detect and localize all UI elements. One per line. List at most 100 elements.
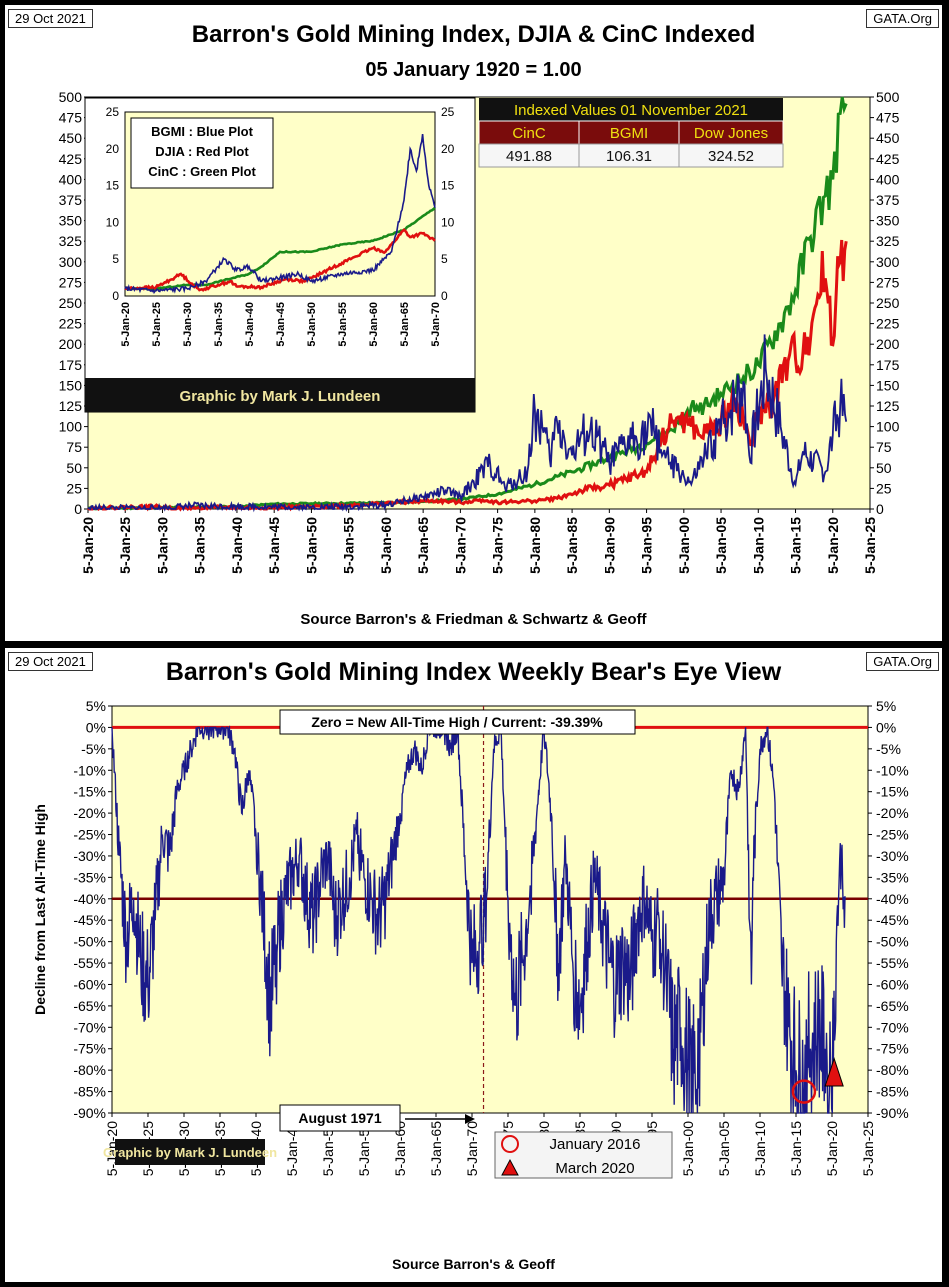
top-y-tick-label-right: 500 xyxy=(876,89,900,105)
top-x-tick-label: 5-Jan-20 xyxy=(80,517,96,574)
bottom-y-tick-label-left: -15% xyxy=(73,784,106,800)
top-y-tick-label-right: 50 xyxy=(876,460,892,476)
top-x-tick-label: 5-Jan-20 xyxy=(825,517,841,574)
inset-series-cinc xyxy=(124,206,436,291)
legend-circle-marker xyxy=(501,1135,519,1153)
inset-legend-item-1: DJIA : Red Plot xyxy=(155,144,249,159)
top-y-tick-label-left: 150 xyxy=(59,377,83,393)
inset-y-tick-label-left: 25 xyxy=(106,105,120,119)
inset-y-tick-label-left: 5 xyxy=(112,252,119,266)
top-y-tick-label-left: 325 xyxy=(59,233,83,249)
legend-january-2016: January 2016 xyxy=(550,1136,641,1153)
annotation-text: Zero = New All-Time High / Current: -39.… xyxy=(311,714,603,730)
top-y-tick-label-left: 275 xyxy=(59,274,83,290)
march-2020-marker xyxy=(824,1056,844,1087)
bottom-x-tick-label: 5-Jan-70 xyxy=(464,1121,480,1176)
inset-y-tick-label-left: 15 xyxy=(106,179,120,193)
bottom-legend-box xyxy=(494,1131,673,1179)
inset-series-bgmi xyxy=(124,134,436,295)
bottom-x-tick-label: 5-Jan-55 xyxy=(356,1121,372,1176)
top-chart-title: Barron's Gold Mining Index, DJIA & CinC … xyxy=(191,21,756,48)
top-x-tick-label: 5-Jan-80 xyxy=(527,517,543,574)
top-y-tick-label-left: 0 xyxy=(74,501,82,517)
inset-x-tick-label: 5-Jan-30 xyxy=(182,302,194,347)
table-title-bg xyxy=(479,98,783,121)
table-value-0: 491.88 xyxy=(506,148,552,165)
inset-x-tick-label: 5-Jan-60 xyxy=(368,302,380,347)
top-y-tick-label-right: 275 xyxy=(876,274,900,290)
inset-credit: Graphic by Mark J. Lundeen xyxy=(180,388,381,405)
inset-x-tick-label: 5-Jan-40 xyxy=(244,302,256,347)
inset-y-tick-label-right: 0 xyxy=(441,289,448,303)
top-x-tick-label: 5-Jan-05 xyxy=(713,517,729,574)
top-x-tick-label: 5-Jan-25 xyxy=(117,517,133,574)
bottom-y-tick-label-left: -20% xyxy=(73,805,106,821)
inset-credit-bg xyxy=(85,378,475,412)
bottom-y-tick-label-left: -40% xyxy=(73,891,106,907)
bottom-chart-title: Barron's Gold Mining Index Weekly Bear's… xyxy=(165,658,782,686)
top-y-tick-label-right: 175 xyxy=(876,357,900,373)
bottom-y-tick-label-right: -40% xyxy=(876,891,909,907)
bottom-x-tick-label: 5-Jan-15 xyxy=(788,1121,804,1176)
bottom-y-tick-label-left: -80% xyxy=(73,1062,106,1078)
bottom-y-tick-label-left: -30% xyxy=(73,848,106,864)
table-header-0: CinC xyxy=(512,125,546,142)
inset-x-tick-label: 5-Jan-55 xyxy=(337,302,349,347)
top-y-tick-label-right: 325 xyxy=(876,233,900,249)
top-x-tick-label: 5-Jan-15 xyxy=(788,517,804,574)
top-x-tick-label: 5-Jan-00 xyxy=(676,517,692,574)
bottom-x-tick-label: 5-Jan-65 xyxy=(428,1121,444,1176)
bottom-y-tick-label-left: -60% xyxy=(73,976,106,992)
bottom-y-tick-label-left: 5% xyxy=(86,698,106,714)
inset-y-tick-label-left: 0 xyxy=(112,289,119,303)
bottom-date-label: 29 Oct 2021 xyxy=(8,652,93,671)
top-y-tick-label-right: 350 xyxy=(876,213,900,229)
august-arrow-head xyxy=(465,1114,475,1124)
bottom-y-tick-label-right: -55% xyxy=(876,955,909,971)
bottom-y-tick-label-right: -70% xyxy=(876,1019,909,1035)
inset-y-tick-label-left: 20 xyxy=(106,142,120,156)
inset-x-tick-label: 5-Jan-20 xyxy=(120,302,132,347)
bottom-y-tick-label-left: -10% xyxy=(73,762,106,778)
bottom-y-tick-label-right: -50% xyxy=(876,934,909,950)
bottom-credit-bg xyxy=(115,1139,265,1165)
top-series-bgmi xyxy=(87,334,848,513)
bottom-chart-panel: 29 Oct 2021 GATA.Org Barron's Gold Minin… xyxy=(5,648,942,1282)
legend-triangle-marker xyxy=(501,1158,519,1176)
inset-y-tick-label-right: 25 xyxy=(441,105,455,119)
bottom-y-tick-label-right: -30% xyxy=(876,848,909,864)
top-y-tick-label-left: 375 xyxy=(59,192,83,208)
top-x-tick-label: 5-Jan-60 xyxy=(378,517,394,574)
top-y-tick-label-left: 450 xyxy=(59,130,83,146)
top-x-tick-label: 5-Jan-10 xyxy=(750,517,766,574)
inset-y-tick-label-left: 10 xyxy=(106,215,120,229)
bottom-credit: Graphic by Mark J. Lundeen xyxy=(103,1145,277,1160)
bottom-series-bgmi xyxy=(111,724,846,1114)
top-y-tick-label-left: 225 xyxy=(59,316,83,332)
legend-march-2020: March 2020 xyxy=(555,1160,634,1177)
top-x-tick-label: 5-Jan-35 xyxy=(192,517,208,574)
bottom-y-tick-label-right: -35% xyxy=(876,869,909,885)
top-y-tick-label-right: 425 xyxy=(876,151,900,167)
top-y-tick-label-left: 300 xyxy=(59,254,83,270)
top-x-tick-label: 5-Jan-90 xyxy=(601,517,617,574)
inset-x-tick-label: 5-Jan-25 xyxy=(151,302,163,347)
top-x-tick-label: 5-Jan-50 xyxy=(303,517,319,574)
bottom-y-tick-label-right: -80% xyxy=(876,1062,909,1078)
bottom-chart-svg: 5% 5% 0% 0% -5% -5% -10% -10% -15% -15% -20% -20% -2… xyxy=(32,698,909,1179)
top-y-tick-label-left: 25 xyxy=(66,480,82,496)
top-chart-subtitle: 05 January 1920 = 1.00 xyxy=(365,59,582,81)
bottom-site-label: GATA.Org xyxy=(866,652,939,671)
top-y-tick-label-left: 475 xyxy=(59,110,83,126)
table-value-1: 106.31 xyxy=(606,148,652,165)
top-source-label: Source Barron's & Friedman & Schwartz & … xyxy=(300,611,647,628)
bottom-y-tick-label-left: -45% xyxy=(73,912,106,928)
bottom-y-tick-label-right: -85% xyxy=(876,1084,909,1100)
inset-y-tick-label-right: 10 xyxy=(441,215,455,229)
bottom-x-tick-label: 5-Jan-60 xyxy=(392,1121,408,1176)
inset-x-tick-label: 5-Jan-50 xyxy=(306,302,318,347)
bottom-y-tick-label-right: -90% xyxy=(876,1105,909,1121)
top-y-tick-label-right: 250 xyxy=(876,295,900,311)
bottom-y-tick-label-left: -25% xyxy=(73,827,106,843)
bottom-y-tick-label-left: -75% xyxy=(73,1041,106,1057)
